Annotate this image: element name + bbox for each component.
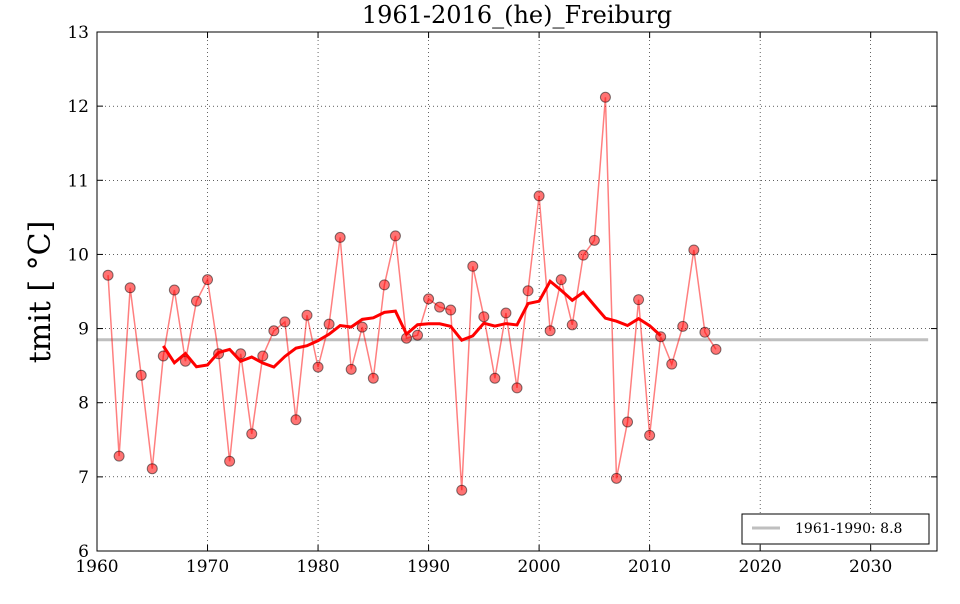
x-tick-label: 2020 <box>739 557 782 577</box>
data-point <box>599 91 611 103</box>
data-point <box>146 463 158 475</box>
y-axis-label: tmit [ °C] <box>23 221 58 364</box>
data-point <box>389 230 401 242</box>
legend: 1961-1990: 8.8 <box>741 513 930 545</box>
data-point <box>423 293 435 305</box>
data-point <box>135 369 147 381</box>
data-point <box>124 282 136 294</box>
data-point <box>522 285 534 297</box>
data-point <box>334 231 346 243</box>
data-point <box>345 363 357 375</box>
data-point <box>279 316 291 328</box>
data-point <box>588 234 600 246</box>
x-tick-label: 2030 <box>849 557 892 577</box>
data-point <box>478 311 490 323</box>
x-tick-label: 1970 <box>186 557 229 577</box>
data-point <box>699 326 711 338</box>
data-point <box>710 343 722 355</box>
data-point <box>500 307 512 319</box>
annual-series <box>102 91 722 496</box>
x-tick-label: 1960 <box>75 557 118 577</box>
x-tick-label: 1990 <box>407 557 450 577</box>
grid <box>96 31 937 552</box>
data-point <box>577 249 589 261</box>
data-point <box>555 274 567 286</box>
y-tick-label: 8 <box>78 394 89 414</box>
data-point <box>412 329 424 341</box>
data-point <box>622 416 634 428</box>
y-tick-label: 13 <box>67 23 89 43</box>
data-point <box>257 350 269 362</box>
running-mean-line <box>162 278 662 369</box>
data-point <box>323 318 335 330</box>
y-tick-label: 6 <box>78 542 89 562</box>
data-point <box>312 361 324 373</box>
data-point <box>268 325 280 337</box>
data-point <box>688 244 700 256</box>
x-tick-label: 2010 <box>628 557 671 577</box>
y-tick-label: 12 <box>67 97 89 117</box>
data-point <box>489 372 501 384</box>
data-point <box>633 294 645 306</box>
data-point <box>566 319 578 331</box>
plot-frame <box>96 31 938 552</box>
y-tick-label: 9 <box>78 320 89 340</box>
data-point <box>677 320 689 332</box>
data-point <box>467 260 479 272</box>
ticks: 1960 1970 1980 1990 2000 2010 2020 2030 6 7 8 9 10 11… <box>67 23 937 577</box>
data-point <box>378 279 390 291</box>
annual-line <box>107 97 717 491</box>
data-point <box>190 295 202 307</box>
legend-label: 1961-1990: 8.8 <box>795 521 902 537</box>
data-point <box>168 284 180 296</box>
data-point <box>511 382 523 394</box>
x-tick-label: 1980 <box>296 557 339 577</box>
data-point <box>290 414 302 426</box>
data-point <box>434 301 446 313</box>
data-point <box>445 304 457 316</box>
data-point <box>533 190 545 202</box>
data-point <box>113 450 125 462</box>
running-mean-series <box>162 278 662 369</box>
data-point <box>610 472 622 484</box>
data-point <box>102 269 114 281</box>
chart-title: 1961-2016_(he)_Freiburg <box>362 1 672 29</box>
data-point <box>224 455 236 467</box>
x-tick-label: 2000 <box>517 557 560 577</box>
data-point <box>301 309 313 321</box>
data-point <box>356 321 368 333</box>
y-tick-label: 7 <box>78 468 89 488</box>
data-point <box>544 325 556 337</box>
y-tick-label: 11 <box>67 171 89 191</box>
data-point <box>367 372 379 384</box>
data-point <box>456 484 468 496</box>
data-point <box>246 428 258 440</box>
data-point <box>666 358 678 370</box>
data-point <box>202 274 214 286</box>
y-tick-label: 10 <box>67 245 89 265</box>
data-point <box>644 429 656 441</box>
